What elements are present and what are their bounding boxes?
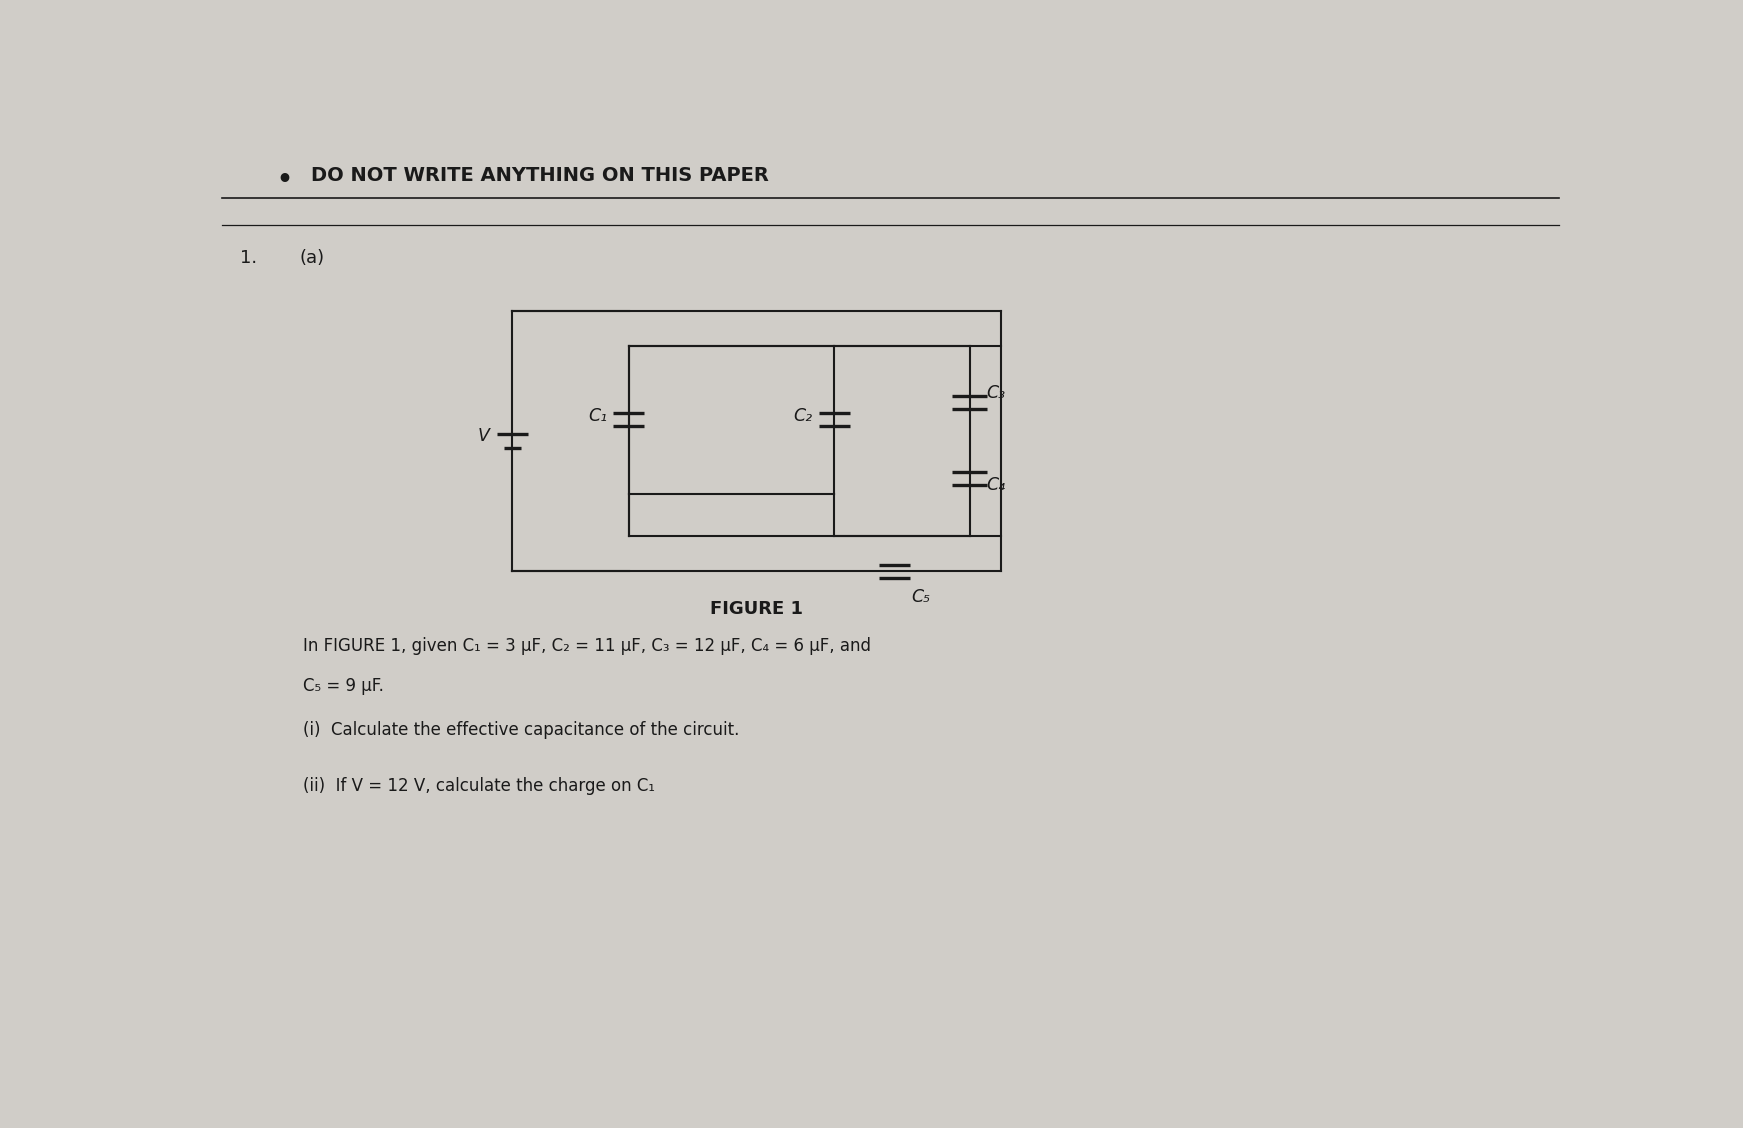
Text: (a): (a) [300, 249, 324, 267]
Text: (ii)  If V = 12 V, calculate the charge on C₁: (ii) If V = 12 V, calculate the charge o… [303, 777, 655, 795]
Text: In FIGURE 1, given C₁ = 3 μF, C₂ = 11 μF, C₃ = 12 μF, C₄ = 6 μF, and: In FIGURE 1, given C₁ = 3 μF, C₂ = 11 μF… [303, 636, 872, 654]
Text: C₄: C₄ [987, 476, 1006, 494]
Text: 1.: 1. [239, 249, 256, 267]
Text: C₂: C₂ [793, 407, 812, 425]
Text: C₁: C₁ [587, 407, 607, 425]
Text: (i)  Calculate the effective capacitance of the circuit.: (i) Calculate the effective capacitance … [303, 721, 739, 739]
Text: FIGURE 1: FIGURE 1 [709, 600, 804, 618]
Text: V: V [478, 426, 490, 444]
Text: DO NOT WRITE ANYTHING ON THIS PAPER: DO NOT WRITE ANYTHING ON THIS PAPER [310, 166, 769, 185]
Text: •: • [275, 168, 293, 193]
Text: C₃: C₃ [987, 385, 1006, 403]
Text: C₅: C₅ [912, 588, 931, 606]
Text: C₅ = 9 μF.: C₅ = 9 μF. [303, 677, 383, 695]
